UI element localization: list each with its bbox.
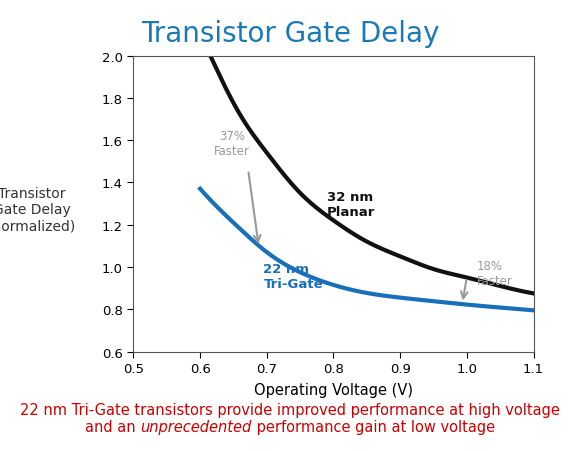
Text: 32 nm
Planar: 32 nm Planar	[327, 190, 375, 218]
Text: Transistor
Gate Delay
(normalized): Transistor Gate Delay (normalized)	[0, 187, 76, 233]
Text: 22 nm Tri-Gate transistors provide improved performance at high voltage: 22 nm Tri-Gate transistors provide impro…	[20, 402, 560, 417]
Text: Transistor Gate Delay: Transistor Gate Delay	[141, 20, 439, 48]
Text: performance gain at low voltage: performance gain at low voltage	[252, 419, 495, 434]
X-axis label: Operating Voltage (V): Operating Voltage (V)	[254, 382, 413, 397]
Text: 22 nm
Tri-Gate: 22 nm Tri-Gate	[263, 263, 323, 291]
Text: 37%
Faster: 37% Faster	[214, 130, 250, 158]
Text: unprecedented: unprecedented	[140, 419, 252, 434]
Text: 18%
Faster: 18% Faster	[477, 260, 513, 288]
Text: and an: and an	[85, 419, 140, 434]
